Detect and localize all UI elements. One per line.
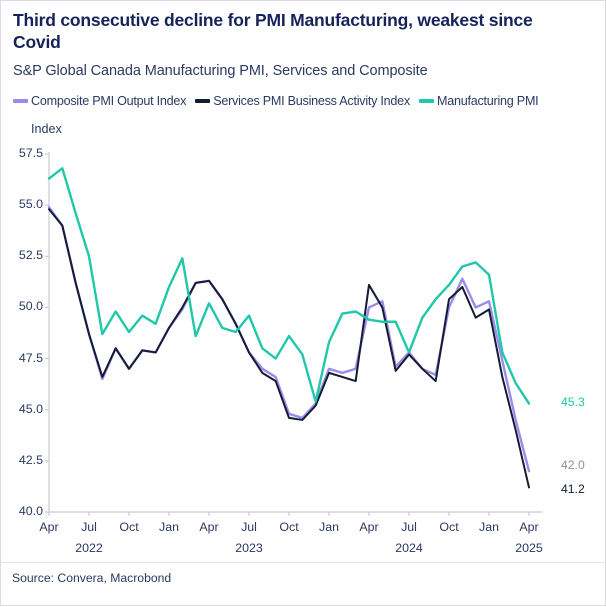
y-tick-label: 57.5 (18, 146, 43, 160)
x-year-label: 2024 (395, 541, 423, 555)
x-year-label: 2023 (235, 541, 263, 555)
source-note: Source: Convera, Macrobond (12, 571, 172, 585)
y-tick-label: 50.0 (18, 299, 43, 314)
x-tick-label: Jul (401, 520, 417, 534)
x-tick-label: Apr (39, 520, 59, 534)
y-tick-label: 47.5 (18, 350, 43, 365)
x-tick-label: Jul (241, 520, 257, 534)
legend-item-composite[interactable]: Composite PMI Output Index (13, 94, 186, 108)
legend-item-manufacturing[interactable]: Manufacturing PMI (418, 94, 539, 108)
x-year-label: 2022 (75, 541, 103, 555)
y-tick-label: 40.0 (18, 504, 43, 518)
legend-swatch-services (195, 99, 211, 103)
series-end-value: 42.0 (561, 458, 585, 472)
y-tick-label: 42.5 (18, 452, 43, 467)
y-axis-title: Index (31, 122, 62, 136)
legend-label-manufacturing: Manufacturing PMI (436, 94, 539, 108)
series-line-manufacturing (47, 167, 531, 405)
legend-swatch-composite (13, 99, 28, 103)
x-tick-label: Jul (81, 520, 97, 534)
x-tick-label: Oct (279, 520, 299, 534)
series-line-composite (47, 205, 531, 473)
legend-swatch-manufacturing (418, 99, 434, 103)
x-year-label: 2025 (515, 541, 543, 555)
legend-label-composite: Composite PMI Output Index (31, 94, 187, 108)
x-tick-label: Apr (519, 520, 539, 534)
page-title: Third consecutive decline for PMI Manufa… (13, 10, 533, 53)
x-tick-label: Apr (199, 520, 219, 534)
series-end-value: 41.2 (561, 482, 585, 496)
x-tick-label: Jan (479, 520, 499, 534)
x-tick-label: Jan (319, 520, 339, 534)
chart-subtitle: S&P Global Canada Manufacturing PMI, Ser… (13, 63, 428, 79)
x-tick-label: Oct (439, 520, 459, 534)
x-tick-label: Oct (119, 520, 139, 534)
x-tick-label: Apr (359, 520, 379, 534)
y-tick-label: 45.0 (18, 401, 43, 416)
y-tick-label: 52.5 (18, 248, 43, 263)
legend-item-services[interactable]: Services PMI Business Activity Index (195, 94, 410, 108)
series-end-value: 45.3 (561, 395, 585, 409)
chart-legend: Composite PMI Output Index Services PMI … (13, 91, 601, 111)
footer-divider (1, 562, 606, 563)
series-line-services (48, 208, 530, 489)
y-tick-label: 55.0 (18, 197, 43, 212)
x-tick-label: Jan (159, 520, 179, 534)
legend-label-services: Services PMI Business Activity Index (213, 94, 410, 108)
